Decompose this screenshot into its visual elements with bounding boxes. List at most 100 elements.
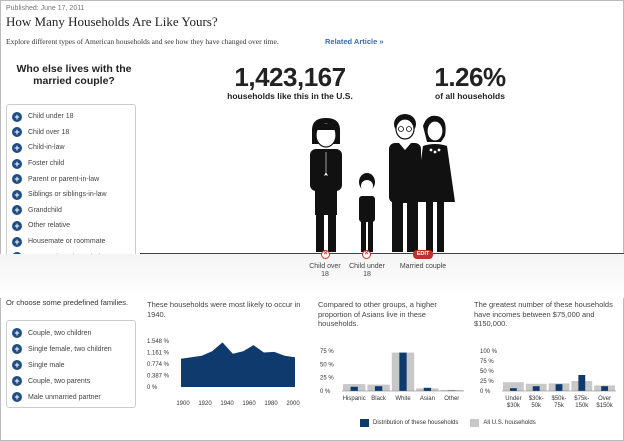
floor-line (140, 253, 624, 254)
family-option-3[interactable]: + Couple, two parents (12, 373, 130, 389)
member-option-6[interactable]: + Grandchild (12, 203, 130, 219)
member-option-5[interactable]: + Siblings or siblings-in-law (12, 187, 130, 203)
predefined-families-panel: + Couple, two children + Single female, two… (6, 320, 136, 408)
plus-icon[interactable]: + (12, 127, 22, 138)
y-tick-label: 75 % (320, 349, 334, 355)
plus-icon[interactable]: + (12, 236, 22, 247)
remove-child-over-button[interactable]: × (321, 250, 330, 259)
households-caption: households like this in the U.S. (227, 91, 353, 101)
plus-icon[interactable]: + (12, 205, 22, 216)
x-tick-label: Other (444, 396, 459, 402)
member-option-label: Child under 18 (28, 113, 74, 121)
legend-all-label: All U.S. households (483, 420, 536, 426)
bar-these-households (374, 386, 383, 391)
edit-couple-button[interactable]: EDIT (413, 250, 433, 259)
family-option-2[interactable]: + Single male (12, 357, 130, 373)
plus-icon[interactable]: + (12, 174, 22, 185)
area-series (181, 342, 295, 387)
x-tick-label: 1980 (264, 401, 278, 407)
x-tick-label: Hispanic (343, 396, 366, 402)
x-tick-label: $75k-150k (574, 396, 589, 409)
x-tick-label: White (395, 396, 411, 402)
plus-icon[interactable]: + (12, 360, 22, 370)
y-tick-label: 0 % (320, 389, 331, 395)
bar-these-households (578, 375, 586, 391)
family-option-label: Couple, two children (28, 329, 92, 337)
member-option-label: Grandchild (28, 206, 62, 214)
member-option-label: Housemate or roommate (28, 238, 106, 246)
published-date: Published: June 17, 2011 (6, 5, 85, 12)
family-option-0[interactable]: + Couple, two children (12, 325, 130, 341)
plus-icon[interactable]: + (12, 189, 22, 200)
family-figures (310, 114, 455, 252)
bar-all-households (503, 382, 524, 391)
plus-icon[interactable]: + (12, 328, 22, 338)
page-subtitle: Explore different types of American hous… (6, 37, 279, 46)
y-tick-label: 0.774 % (147, 362, 170, 368)
x-tick-label: 1960 (242, 401, 256, 407)
figure-child-under-18[interactable] (359, 173, 375, 252)
legend-dist-label: Distribution of these households (373, 420, 459, 426)
y-tick-label: 25 % (320, 376, 334, 382)
y-tick-label: 0 % (480, 389, 491, 395)
related-article-link[interactable]: Related Article » (325, 37, 384, 46)
member-option-2[interactable]: + Child-in-law (12, 140, 130, 156)
floor-shade (0, 254, 624, 298)
family-option-4[interactable]: + Male unmarried partner (12, 389, 130, 405)
member-option-label: Siblings or siblings-in-law (28, 191, 107, 199)
family-option-1[interactable]: + Single female, two children (12, 341, 130, 357)
x-tick-label: $30k-50k (529, 396, 544, 409)
y-tick-label: 1.161 % (147, 351, 170, 357)
plus-icon[interactable]: + (12, 392, 22, 402)
member-option-label: Parent or parent-in-law (28, 175, 100, 183)
x-tick-label: $50k-75k (551, 396, 566, 409)
x-tick-label: 2000 (286, 401, 300, 407)
remove-child-under-button[interactable]: × (362, 250, 371, 259)
y-tick-label: 1.548 % (147, 339, 170, 345)
plus-icon[interactable]: + (12, 376, 22, 386)
figure-wife[interactable] (415, 115, 455, 252)
family-option-label: Couple, two parents (28, 377, 91, 385)
member-option-label: Other relative (28, 222, 71, 230)
race-insight: Compared to other groups, a higher propo… (318, 300, 437, 328)
member-option-7[interactable]: + Other relative (12, 218, 130, 234)
plus-icon[interactable]: + (12, 344, 22, 354)
family-option-label: Single male (28, 361, 65, 369)
race-chart: 75 % 50 % 25 % 0 % Hispanic Black White Asian Ot… (320, 349, 464, 402)
households-percent: 1.26% (434, 62, 506, 92)
member-option-8[interactable]: + Housemate or roommate (12, 234, 130, 250)
bar-these-households (555, 384, 563, 391)
bar-these-households (601, 386, 609, 391)
chart-legend: Distribution of these households All U.S… (360, 419, 536, 427)
income-chart: 100 % 75 % 50 % 25 % 0 % Under $30k $30k-50k $50… (480, 349, 616, 409)
plus-icon[interactable]: + (12, 142, 22, 153)
bar-these-households (350, 386, 358, 391)
member-option-0[interactable]: + Child under 18 (12, 109, 130, 125)
y-tick-label: 0 % (147, 385, 158, 391)
bar-these-households (509, 388, 517, 391)
figure-child-over-18[interactable] (310, 118, 342, 252)
households-count: 1,423,167 (234, 62, 346, 92)
member-option-3[interactable]: + Foster child (12, 156, 130, 172)
plus-icon[interactable]: + (12, 220, 22, 231)
member-option-label: Child over 18 (28, 128, 70, 136)
plus-icon[interactable]: + (12, 158, 22, 169)
x-tick-label: 1920 (198, 401, 212, 407)
figure-husband[interactable] (389, 114, 421, 252)
members-question: Who else lives with the married couple? (16, 63, 132, 87)
member-option-4[interactable]: + Parent or parent-in-law (12, 171, 130, 187)
legend-swatch-all (470, 419, 480, 427)
era-insight: These households were most likely to occ… (147, 300, 301, 319)
plus-icon[interactable]: + (12, 111, 22, 122)
y-tick-label: 50 % (480, 369, 494, 375)
y-tick-label: 50 % (320, 362, 334, 368)
married-couple-label: Married couple (399, 263, 447, 270)
family-option-label: Single female, two children (28, 345, 112, 353)
bar-these-households (532, 386, 540, 391)
page-title: How Many Households Are Like Yours? (6, 14, 218, 29)
y-tick-label: 75 % (480, 359, 494, 365)
predefined-label: Or choose some predefined families. (6, 298, 129, 307)
x-tick-label: Under $30k (505, 396, 521, 409)
member-option-1[interactable]: + Child over 18 (12, 125, 130, 141)
income-insight: The greatest number of these households … (474, 300, 613, 328)
